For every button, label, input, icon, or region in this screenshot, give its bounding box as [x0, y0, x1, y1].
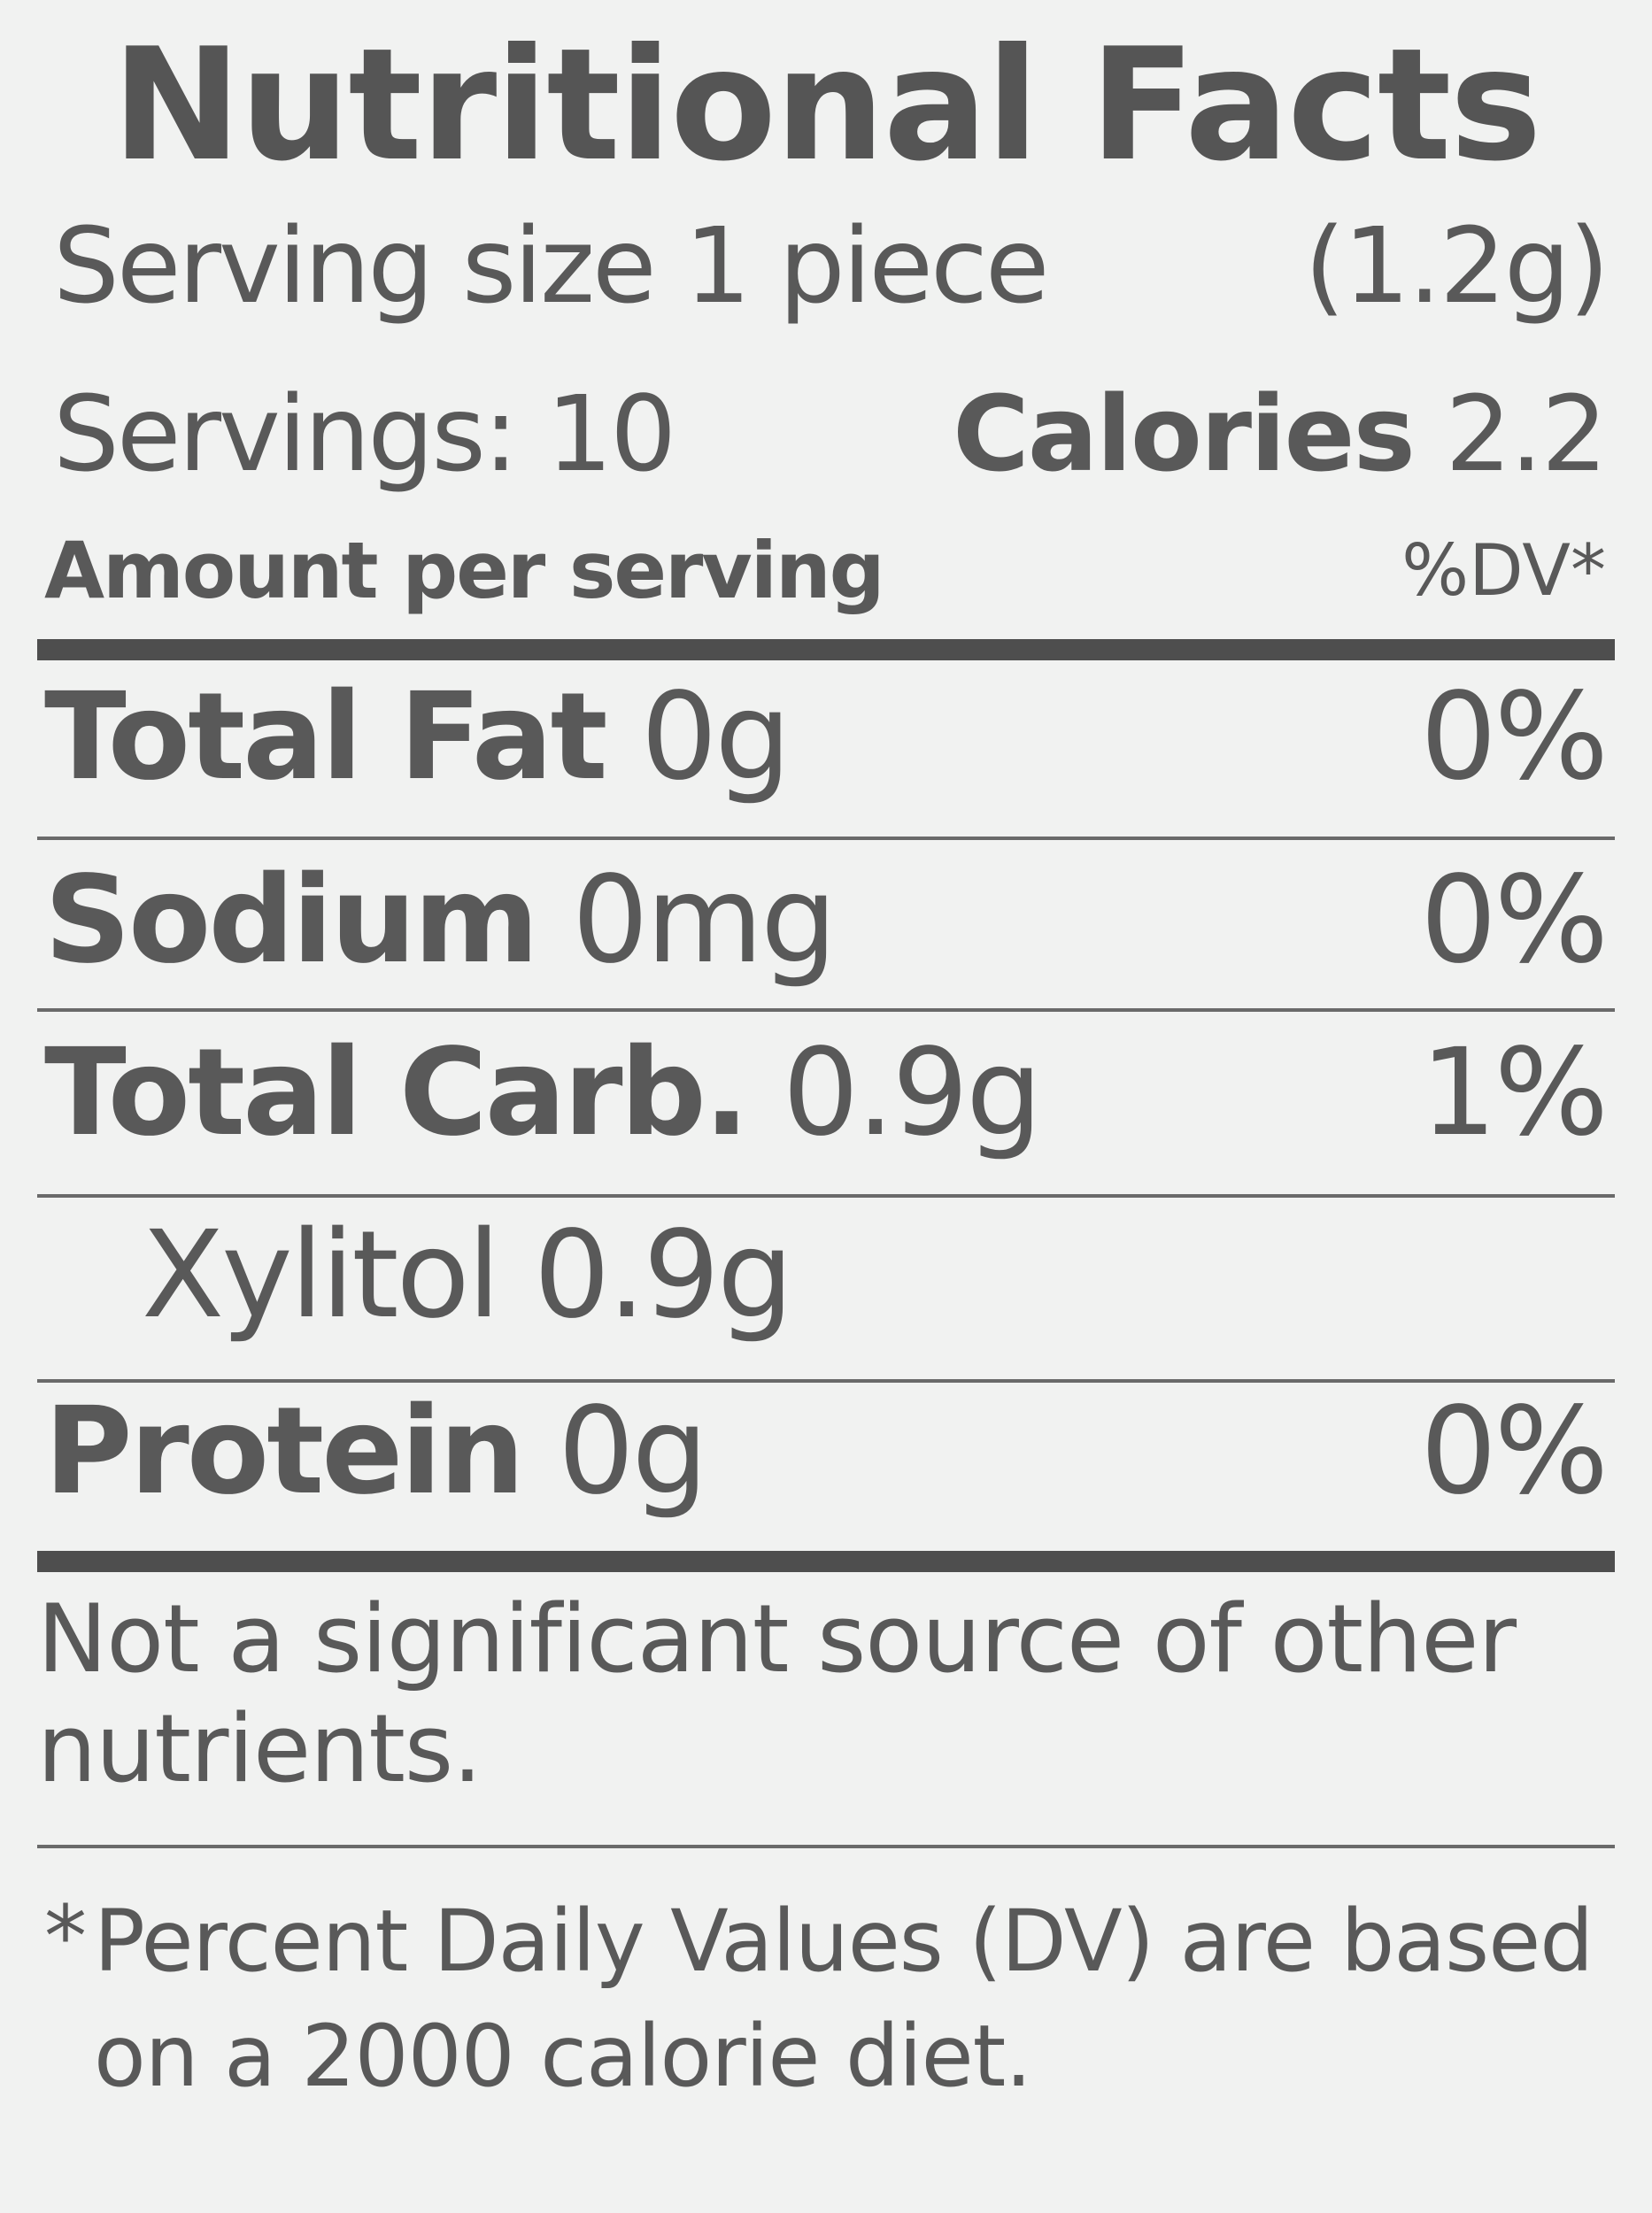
servings-count: Servings: 10	[53, 373, 676, 495]
label-title: Nutritional Facts	[112, 16, 1541, 196]
nutrient-row-total-fat: Total Fat 0g	[44, 662, 791, 813]
serving-size: Serving size 1 piece	[53, 204, 1049, 327]
nutrient-dv: 0%	[1420, 851, 1609, 991]
nutrient-row-xylitol: Xylitol 0.9g	[142, 1200, 794, 1351]
nutrient-row-total-carb: Total Carb. 0.9g	[44, 1018, 1043, 1168]
nutrient-amount: 0mg	[572, 851, 837, 991]
thick-divider	[37, 1551, 1615, 1572]
calories-value: 2.2	[1445, 373, 1608, 495]
nutrient-amount: 0g	[558, 1382, 708, 1522]
footnote-asterisk: *	[44, 1887, 87, 1986]
nutrient-name: Protein	[44, 1382, 525, 1522]
footnote-divider	[37, 1845, 1615, 1848]
amount-per-serving-header: Amount per serving	[44, 525, 885, 616]
row-divider	[37, 1379, 1615, 1383]
nutrient-name: Sodium	[44, 851, 539, 991]
serving-weight: (1.2g)	[1304, 204, 1610, 327]
nutrient-amount: 0.9g	[782, 1023, 1043, 1163]
nutrient-row-protein: Protein 0g	[44, 1376, 708, 1527]
row-divider	[37, 1008, 1615, 1012]
nutrient-dv: 1%	[1420, 1023, 1609, 1163]
daily-value-footnote: Percent Daily Values (DV) are based on a…	[94, 1892, 1594, 2106]
nutrient-amount: 0.9g	[533, 1206, 794, 1346]
insignificant-source-note: Not a significant source of other nutrie…	[37, 1585, 1517, 1803]
nutrient-amount: 0g	[640, 667, 791, 807]
calories-label: Calories	[953, 373, 1416, 495]
daily-value-header: %DV*	[1401, 529, 1606, 612]
nutrient-dv: 0%	[1420, 1382, 1609, 1522]
calories: Calories 2.2	[953, 363, 1608, 505]
nutrient-name: Total Fat	[44, 667, 608, 807]
row-divider	[37, 1194, 1615, 1198]
thick-divider	[37, 639, 1615, 660]
row-divider	[37, 837, 1615, 840]
nutrient-name: Total Carb.	[44, 1023, 750, 1163]
nutrient-dv: 0%	[1420, 667, 1609, 807]
nutrient-row-sodium: Sodium 0mg	[44, 845, 837, 996]
nutrient-name: Xylitol	[142, 1206, 501, 1346]
